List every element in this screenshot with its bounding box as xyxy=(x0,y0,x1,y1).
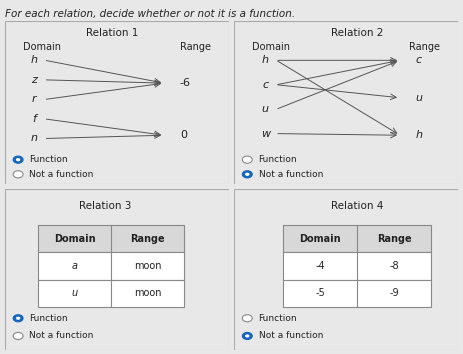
Text: Function: Function xyxy=(258,314,297,323)
Text: Relation 2: Relation 2 xyxy=(331,28,383,38)
Text: n: n xyxy=(30,133,38,143)
Text: Relation 1: Relation 1 xyxy=(86,28,138,38)
Circle shape xyxy=(13,171,23,178)
Text: Range: Range xyxy=(180,42,211,52)
Circle shape xyxy=(242,332,252,339)
Circle shape xyxy=(16,158,20,161)
Text: r: r xyxy=(31,95,36,104)
Text: Not a function: Not a function xyxy=(258,170,323,179)
Text: u: u xyxy=(262,104,269,114)
Bar xyxy=(38,280,184,307)
Text: -4: -4 xyxy=(315,261,325,271)
Circle shape xyxy=(242,315,252,322)
Text: Not a function: Not a function xyxy=(29,331,94,341)
Text: h: h xyxy=(262,55,269,65)
Circle shape xyxy=(242,171,252,178)
Text: h: h xyxy=(30,55,38,65)
Text: c: c xyxy=(416,55,422,65)
Text: moon: moon xyxy=(134,288,162,298)
Text: z: z xyxy=(31,75,37,85)
Circle shape xyxy=(245,173,250,176)
Text: w: w xyxy=(261,129,270,139)
Circle shape xyxy=(13,156,23,163)
Text: moon: moon xyxy=(134,261,162,271)
Text: f: f xyxy=(32,114,36,124)
Circle shape xyxy=(242,156,252,163)
Text: h: h xyxy=(416,130,423,140)
Text: Domain: Domain xyxy=(252,42,290,52)
Text: Domain: Domain xyxy=(23,42,61,52)
Text: -5: -5 xyxy=(315,288,325,298)
Circle shape xyxy=(245,335,250,338)
Bar xyxy=(38,225,184,252)
Text: 0: 0 xyxy=(180,130,187,140)
Circle shape xyxy=(13,315,23,322)
Text: Function: Function xyxy=(29,155,68,164)
Text: Relation 3: Relation 3 xyxy=(80,201,132,211)
Text: c: c xyxy=(262,80,269,90)
Text: Range: Range xyxy=(409,42,440,52)
Text: Relation 4: Relation 4 xyxy=(331,201,383,211)
Text: Domain: Domain xyxy=(300,234,341,244)
Text: Function: Function xyxy=(29,314,68,323)
Text: Range: Range xyxy=(377,234,412,244)
Text: u: u xyxy=(416,93,423,103)
Text: Not a function: Not a function xyxy=(258,331,323,341)
Bar xyxy=(38,252,184,280)
Circle shape xyxy=(13,332,23,339)
Bar xyxy=(283,252,432,280)
Text: Domain: Domain xyxy=(54,234,96,244)
Bar xyxy=(283,280,432,307)
Text: For each relation, decide whether or not it is a function.: For each relation, decide whether or not… xyxy=(5,9,295,19)
Text: -6: -6 xyxy=(180,78,191,88)
Bar xyxy=(283,225,432,252)
Text: Range: Range xyxy=(131,234,165,244)
Text: Not a function: Not a function xyxy=(29,170,94,179)
Text: -9: -9 xyxy=(389,288,399,298)
Text: -8: -8 xyxy=(389,261,399,271)
Text: Function: Function xyxy=(258,155,297,164)
Circle shape xyxy=(16,316,20,320)
Text: u: u xyxy=(72,288,78,298)
Text: a: a xyxy=(72,261,78,271)
